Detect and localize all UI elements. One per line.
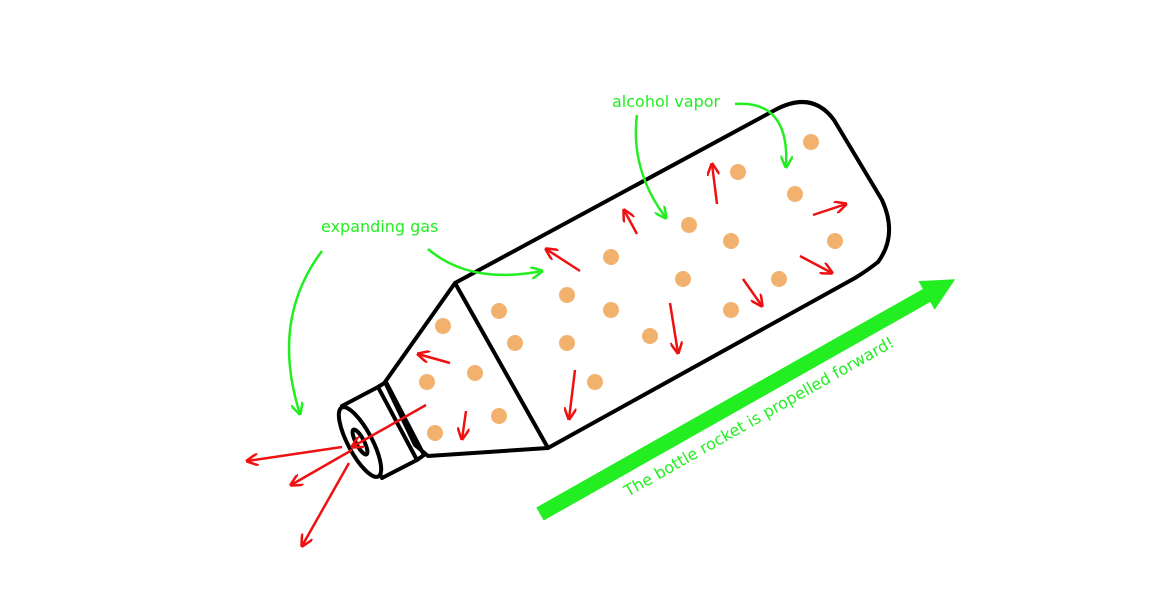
- bottle-body: [453, 100, 892, 450]
- vapor-molecule: [675, 271, 691, 287]
- motion-arrow: [462, 410, 466, 439]
- exhaust-arrow: [247, 445, 343, 461]
- vapor-molecule: [723, 302, 739, 318]
- propulsion-arrow: [536, 279, 956, 521]
- bottle: [336, 100, 892, 480]
- vapor-molecule: [435, 318, 451, 334]
- motion-arrow: [712, 164, 717, 205]
- vapor-molecule: [559, 335, 575, 351]
- vapor-molecule: [730, 164, 746, 180]
- vapor-molecule: [681, 217, 697, 233]
- vapor-molecule: [603, 249, 619, 265]
- bottle-neck: [383, 281, 549, 458]
- motion-arrow: [741, 278, 762, 306]
- motion-arrow: [546, 249, 581, 273]
- motion-arrow: [624, 210, 639, 235]
- expanding-gas-pointer-left: [287, 250, 323, 414]
- vapor-molecule: [642, 328, 658, 344]
- motion-arrow: [569, 369, 575, 419]
- exhaust-arrow: [302, 462, 351, 546]
- vapor-molecule: [467, 365, 483, 381]
- motion-arrow: [668, 302, 678, 353]
- expanding-gas-pointer-right: [427, 248, 542, 275]
- vapor-molecule: [491, 303, 507, 319]
- vapor-molecule: [787, 186, 803, 202]
- vapor-molecule: [419, 374, 435, 390]
- cap-ring: [376, 380, 426, 462]
- motion-arrows: [247, 164, 846, 546]
- vapor-molecules: [419, 134, 843, 441]
- vapor-molecule: [491, 408, 507, 424]
- vapor-molecule: [603, 302, 619, 318]
- alcohol-vapor-label: alcohol vapor: [612, 92, 721, 111]
- expanding-gas-label: expanding gas: [321, 217, 438, 236]
- propelled-label: The bottle rocket is propelled forward!: [620, 333, 898, 501]
- exhaust-arrow: [352, 403, 427, 447]
- motion-arrow: [799, 254, 832, 273]
- annotation-arrows: [287, 102, 786, 414]
- vapor-molecule: [587, 374, 603, 390]
- vapor-molecule: [559, 287, 575, 303]
- motion-arrow: [418, 354, 451, 365]
- motion-arrow: [812, 204, 846, 217]
- vapor-molecule: [803, 134, 819, 150]
- vapor-molecule: [827, 233, 843, 249]
- vapor-molecule: [427, 425, 443, 441]
- vapor-molecule: [507, 335, 523, 351]
- exhaust-arrow: [291, 448, 353, 485]
- vapor-molecule: [723, 233, 739, 249]
- alcohol-vapor-pointer-left: [634, 114, 666, 218]
- alcohol-vapor-pointer-right: [734, 102, 786, 167]
- vapor-molecule: [771, 271, 787, 287]
